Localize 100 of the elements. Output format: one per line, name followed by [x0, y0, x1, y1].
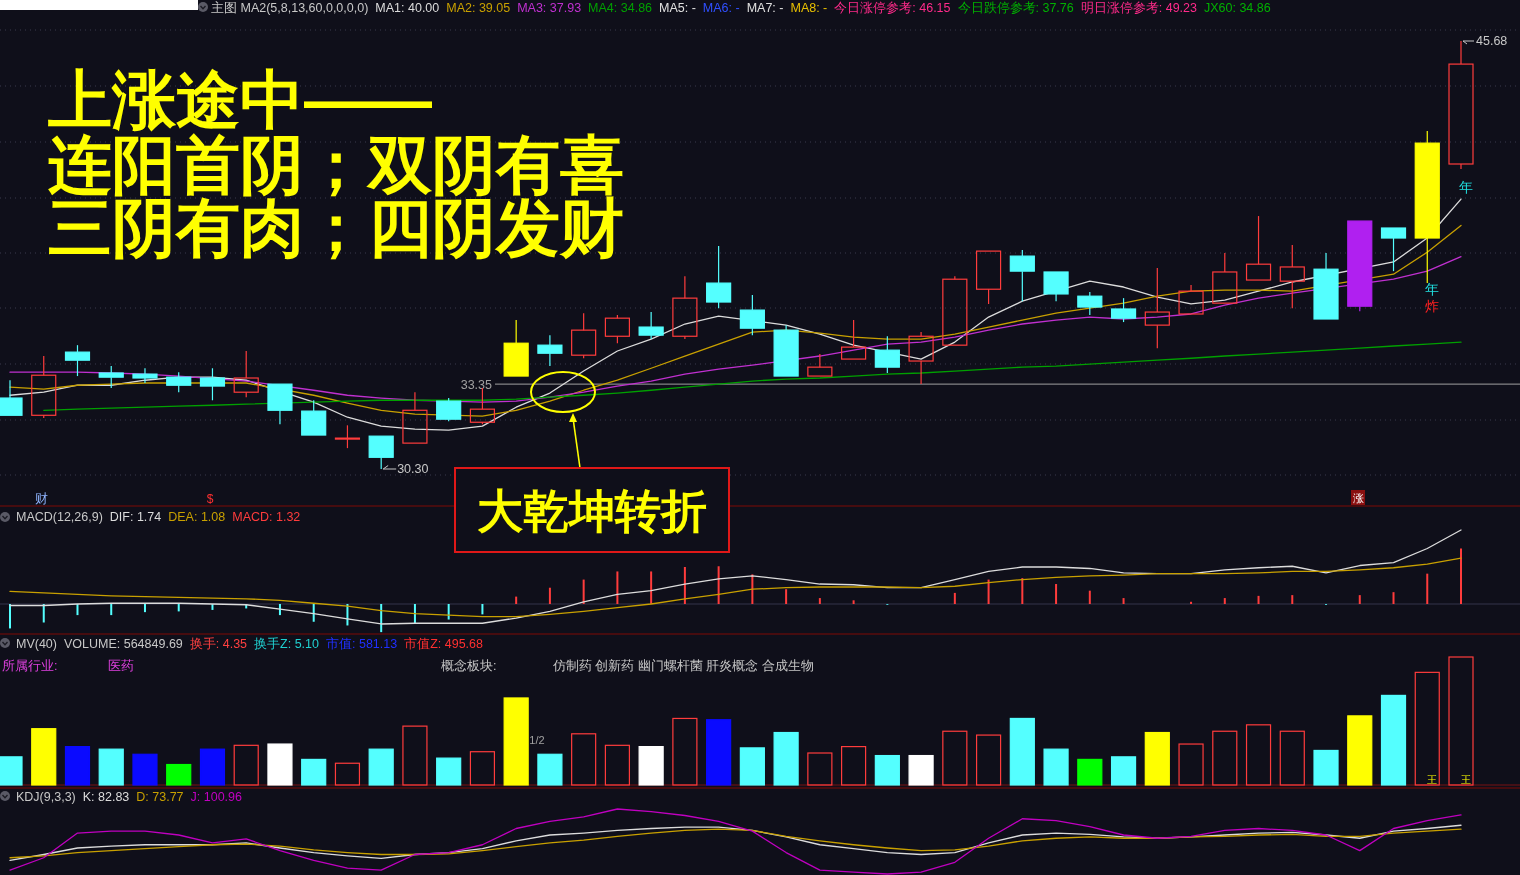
bar — [1291, 595, 1294, 604]
bar — [481, 604, 484, 615]
bar — [571, 733, 597, 786]
bar — [1110, 756, 1137, 786]
text: MA2: 39.05 — [446, 1, 511, 15]
bar — [199, 748, 226, 786]
bar — [717, 566, 720, 604]
text: 明日涨停参考: 49.23 — [1080, 1, 1198, 15]
bar — [469, 751, 496, 786]
text: MA3: 37.93 — [517, 1, 582, 15]
candlestick — [267, 383, 293, 425]
bar — [638, 746, 664, 786]
bar — [1088, 590, 1091, 604]
text: 市值: 581.13 — [325, 637, 398, 651]
candlestick — [638, 311, 664, 340]
bar — [166, 763, 192, 786]
bar — [233, 744, 259, 786]
bar — [503, 697, 529, 786]
bar — [1460, 548, 1462, 604]
bar — [1257, 595, 1260, 604]
candlestick — [1245, 215, 1272, 281]
bar — [1009, 717, 1035, 786]
candlestick — [1313, 252, 1339, 320]
bar — [874, 754, 900, 786]
bar — [683, 567, 686, 604]
bar — [841, 746, 867, 786]
bar — [942, 730, 968, 786]
bar — [807, 752, 833, 786]
annotation: 王 — [1427, 774, 1437, 785]
bar — [672, 717, 698, 786]
bar — [953, 592, 956, 604]
bar — [368, 748, 394, 786]
bar — [76, 604, 79, 616]
bar — [1055, 584, 1058, 604]
text: 今日涨停参考: 46.15 — [834, 1, 951, 15]
candlestick — [537, 334, 563, 367]
annotation: 医药 — [108, 659, 134, 673]
text: 涨 — [1352, 492, 1364, 504]
text: VOLUME: 564849.69 — [63, 637, 183, 651]
text: MA5: - — [659, 1, 696, 15]
bar — [616, 571, 619, 604]
bar — [1021, 578, 1024, 604]
chart-title: MV(40) — [16, 637, 57, 651]
text: 今日跌停参考: 37.76 — [957, 1, 1074, 15]
ref-line-label: 33.35 — [460, 377, 493, 392]
candlestick — [841, 319, 867, 360]
annotation: 年 — [1459, 179, 1473, 195]
bar — [42, 604, 45, 623]
candlestick — [773, 324, 799, 377]
candlestick — [1178, 284, 1204, 315]
text: J: 100.96 — [190, 790, 243, 804]
text: DEA: 1.08 — [168, 510, 226, 524]
bar — [110, 604, 113, 616]
text: MA8: - — [790, 1, 828, 15]
bar — [1279, 730, 1305, 786]
bar — [1043, 748, 1069, 786]
bar — [852, 600, 855, 604]
chart-title: 主图 MA2(5,8,13,60,0,0,0,0) — [211, 0, 369, 15]
bar — [334, 762, 361, 786]
bar — [177, 604, 180, 612]
bar — [312, 604, 315, 622]
chart-title: KDJ(9,3,3) — [16, 790, 76, 804]
bar — [1122, 598, 1125, 604]
bar — [402, 725, 428, 786]
annotation: 大乾坤转折 — [477, 485, 707, 537]
bar — [548, 587, 551, 604]
bar — [751, 574, 754, 604]
annotation: 王 — [1461, 774, 1471, 785]
bar — [64, 746, 91, 786]
candlestick — [1279, 244, 1305, 309]
annotation: 45.68 — [1476, 34, 1508, 49]
bar — [98, 748, 124, 786]
bar — [1392, 592, 1395, 604]
bar — [987, 579, 990, 604]
bar — [1448, 656, 1474, 786]
bar — [1223, 598, 1226, 604]
candlestick — [1212, 252, 1238, 304]
annotation: 30.30 — [397, 462, 429, 477]
text: K: 82.83 — [82, 790, 130, 804]
bar — [908, 754, 934, 786]
bar — [818, 598, 821, 604]
text: D: 73.77 — [136, 790, 184, 804]
bar — [1245, 724, 1272, 786]
bar — [1426, 573, 1429, 604]
text: 换手: 4.35 — [189, 637, 248, 651]
bar — [1077, 758, 1103, 786]
bar — [650, 571, 653, 604]
bar — [1358, 595, 1361, 604]
candlestick — [1043, 271, 1069, 302]
bar — [739, 747, 765, 786]
candlestick — [807, 353, 833, 377]
bar — [582, 579, 585, 604]
bar — [1414, 671, 1440, 786]
bar — [537, 753, 563, 786]
bar — [31, 728, 57, 786]
annotation: 1/2 — [529, 734, 545, 746]
bar — [132, 753, 158, 786]
bar — [1190, 601, 1193, 604]
annotation: 所属行业: — [2, 659, 58, 673]
bar — [1144, 731, 1170, 786]
